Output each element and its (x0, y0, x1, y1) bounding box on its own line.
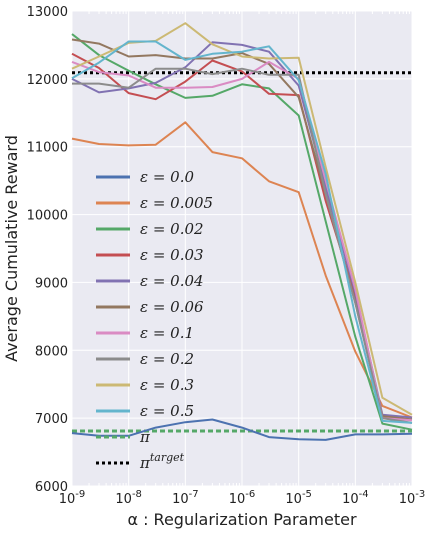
reference-lines (72, 71, 412, 433)
legend-label: ε = 0.3 (140, 376, 194, 394)
x-tick-label: 10-7 (172, 489, 199, 507)
y-tick-label: 6000 (35, 480, 68, 495)
y-tick-label: 7000 (35, 412, 68, 427)
legend-label: ε = 0.02 (140, 220, 204, 238)
legend-label: ε = 0.5 (140, 402, 194, 420)
legend-label: ε = 0.0 (140, 168, 194, 186)
x-tick-label: 10-9 (59, 489, 86, 507)
gridlines (71, 10, 413, 487)
legend-label: ε = 0.2 (140, 350, 194, 368)
y-tick-label: 13000 (27, 5, 68, 20)
series-lines (71, 22, 413, 441)
legend-label: ε = 0.06 (140, 298, 204, 316)
y-axis-label: Average Cumulative Reward (2, 135, 21, 362)
y-tick-label: 8000 (35, 344, 68, 359)
x-tick-label: 10-4 (342, 489, 369, 507)
series-line (71, 22, 413, 416)
series-line (71, 40, 413, 424)
series-line (71, 121, 413, 419)
x-axis-label: α : Regularization Parameter (127, 510, 357, 529)
y-tick-label: 12000 (27, 73, 68, 88)
series-line (72, 67, 413, 424)
legend-label: πtarget (139, 451, 185, 472)
series-line (71, 33, 413, 431)
x-tick-labels: 10-9 10-8 10-7 10-6 10-5 10-4 10-3 (59, 489, 426, 507)
legend-label: π (139, 428, 151, 446)
y-tick-label: 9000 (35, 276, 68, 291)
legend: ε = 0.0 ε = 0.005 ε = 0.02 ε = 0.03 ε = 0.04… (96, 168, 213, 472)
x-tick-label: 10-5 (285, 489, 312, 507)
legend-label: ε = 0.03 (140, 246, 204, 264)
y-tick-label: 11000 (27, 141, 68, 156)
x-tick-label: 10-6 (229, 489, 256, 507)
legend-label: ε = 0.04 (140, 272, 204, 290)
legend-label: ε = 0.1 (140, 324, 194, 342)
x-tick-label: 10-3 (399, 489, 426, 507)
x-tick-label: 10-8 (115, 489, 142, 507)
y-tick-labels: 6000 7000 8000 9000 10000 11000 12000 13000 (27, 5, 68, 495)
series-line (71, 60, 413, 422)
legend-label: ε = 0.005 (140, 194, 213, 212)
y-tick-label: 10000 (27, 209, 68, 224)
